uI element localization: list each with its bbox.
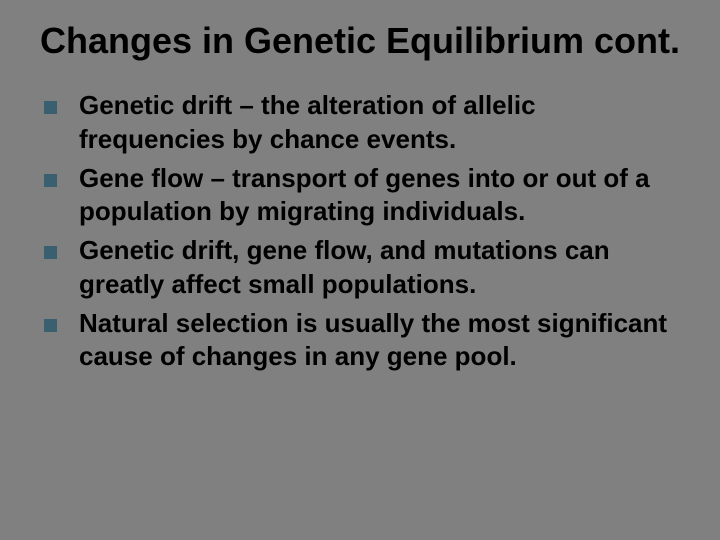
list-item: Natural selection is usually the most si… (44, 307, 684, 374)
bullet-list: Genetic drift – the alteration of alleli… (36, 89, 684, 373)
list-item: Gene flow – transport of genes into or o… (44, 162, 684, 229)
square-bullet-icon (44, 174, 57, 187)
square-bullet-icon (44, 319, 57, 332)
bullet-text: Gene flow – transport of genes into or o… (79, 162, 684, 229)
square-bullet-icon (44, 101, 57, 114)
bullet-text: Natural selection is usually the most si… (79, 307, 684, 374)
bullet-text: Genetic drift, gene flow, and mutations … (79, 234, 684, 301)
slide-title: Changes in Genetic Equilibrium cont. (36, 20, 684, 61)
list-item: Genetic drift – the alteration of alleli… (44, 89, 684, 156)
list-item: Genetic drift, gene flow, and mutations … (44, 234, 684, 301)
square-bullet-icon (44, 246, 57, 259)
slide: Changes in Genetic Equilibrium cont. Gen… (0, 0, 720, 540)
bullet-text: Genetic drift – the alteration of alleli… (79, 89, 684, 156)
